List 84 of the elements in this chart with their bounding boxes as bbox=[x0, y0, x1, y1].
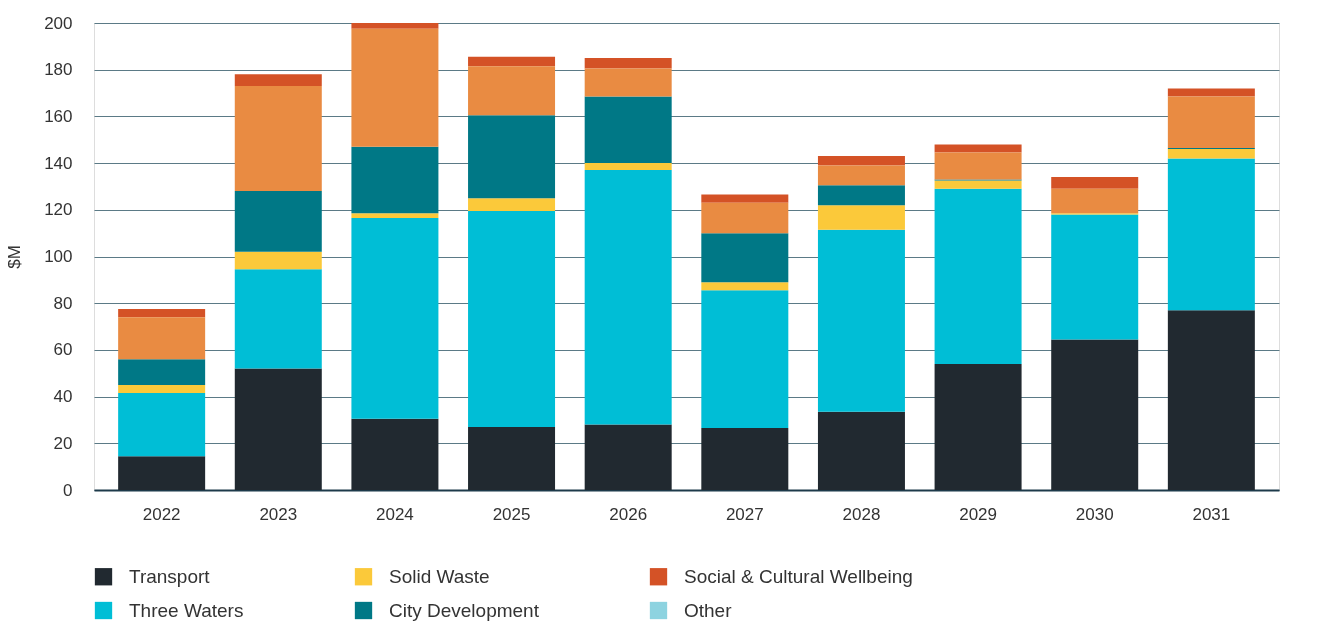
bar bbox=[468, 210, 556, 427]
bar bbox=[817, 165, 905, 186]
bar bbox=[584, 96, 672, 164]
x-tick-label: 2022 bbox=[142, 504, 181, 524]
legend-label: Other bbox=[684, 599, 733, 621]
bar bbox=[1167, 96, 1255, 148]
bar bbox=[468, 115, 556, 199]
x-tick-label: 2024 bbox=[376, 504, 414, 524]
legend-label: Transport bbox=[129, 565, 211, 587]
bar bbox=[934, 180, 1022, 189]
bar bbox=[118, 317, 206, 360]
bar bbox=[701, 282, 789, 291]
legend-label: City Development bbox=[389, 599, 540, 621]
bar bbox=[118, 359, 206, 385]
y-axis-title: $M bbox=[5, 245, 25, 269]
x-tick-label: 2031 bbox=[1192, 504, 1231, 524]
bar bbox=[934, 144, 1022, 153]
x-tick-label: 2026 bbox=[609, 504, 648, 524]
y-tick-label: 160 bbox=[44, 106, 73, 126]
bar bbox=[234, 269, 322, 369]
bar bbox=[1051, 188, 1139, 214]
bar bbox=[1167, 88, 1255, 97]
bar bbox=[584, 163, 672, 171]
y-tick-label: 40 bbox=[53, 387, 73, 407]
x-tick-label: 2028 bbox=[842, 504, 881, 524]
y-tick-label: 120 bbox=[44, 200, 73, 220]
bar bbox=[118, 393, 206, 457]
bar bbox=[468, 198, 556, 211]
y-tick-label: 80 bbox=[53, 293, 73, 313]
x-tick-label: 2029 bbox=[959, 504, 997, 524]
bar bbox=[1051, 339, 1139, 490]
y-tick-label: 100 bbox=[44, 247, 73, 266]
bar bbox=[584, 58, 672, 69]
bar bbox=[1051, 177, 1139, 189]
bar bbox=[1167, 158, 1255, 311]
bar bbox=[817, 229, 905, 412]
bar bbox=[584, 170, 672, 425]
y-tick-label: 20 bbox=[53, 433, 73, 453]
bar bbox=[118, 384, 206, 394]
x-tick-label: 2023 bbox=[259, 504, 298, 524]
bar bbox=[468, 426, 556, 490]
bar bbox=[584, 68, 672, 97]
bar bbox=[934, 363, 1022, 490]
bar bbox=[234, 86, 322, 192]
x-tick-label: 2027 bbox=[725, 504, 764, 524]
legend-label: Solid Waste bbox=[389, 565, 490, 587]
bar bbox=[817, 411, 905, 490]
bar bbox=[351, 23, 439, 29]
y-tick-label: 140 bbox=[44, 153, 73, 173]
y-tick-label: 180 bbox=[44, 60, 73, 80]
bar bbox=[701, 428, 789, 490]
bar bbox=[701, 194, 789, 203]
bar bbox=[351, 217, 439, 419]
bar bbox=[468, 56, 556, 67]
legend-label: Three Waters bbox=[129, 599, 244, 621]
bar bbox=[817, 205, 905, 230]
bar bbox=[351, 28, 439, 147]
bar bbox=[234, 251, 322, 270]
y-tick-label: 60 bbox=[53, 340, 73, 360]
legend-label: Social & Cultural Wellbeing bbox=[684, 565, 913, 587]
bar bbox=[1167, 149, 1255, 159]
bar bbox=[351, 418, 439, 490]
x-tick-label: 2025 bbox=[492, 504, 531, 524]
bar bbox=[701, 290, 789, 429]
bar bbox=[234, 368, 322, 490]
bar bbox=[701, 202, 789, 234]
bar bbox=[701, 233, 789, 283]
x-tick-label: 2030 bbox=[1075, 504, 1114, 524]
bar bbox=[817, 185, 905, 206]
y-tick-label: 200 bbox=[44, 13, 73, 33]
bar bbox=[351, 213, 439, 218]
bar bbox=[234, 191, 322, 252]
bar bbox=[234, 74, 322, 87]
bar bbox=[118, 309, 206, 318]
bar bbox=[934, 188, 1022, 364]
bar bbox=[584, 424, 672, 490]
bar bbox=[1167, 310, 1255, 490]
y-tick-label: 0 bbox=[63, 480, 73, 500]
bar bbox=[817, 156, 905, 166]
bar bbox=[1051, 214, 1139, 340]
bar bbox=[118, 456, 206, 490]
bar bbox=[934, 152, 1022, 180]
bar bbox=[468, 66, 556, 116]
bar bbox=[351, 146, 439, 214]
